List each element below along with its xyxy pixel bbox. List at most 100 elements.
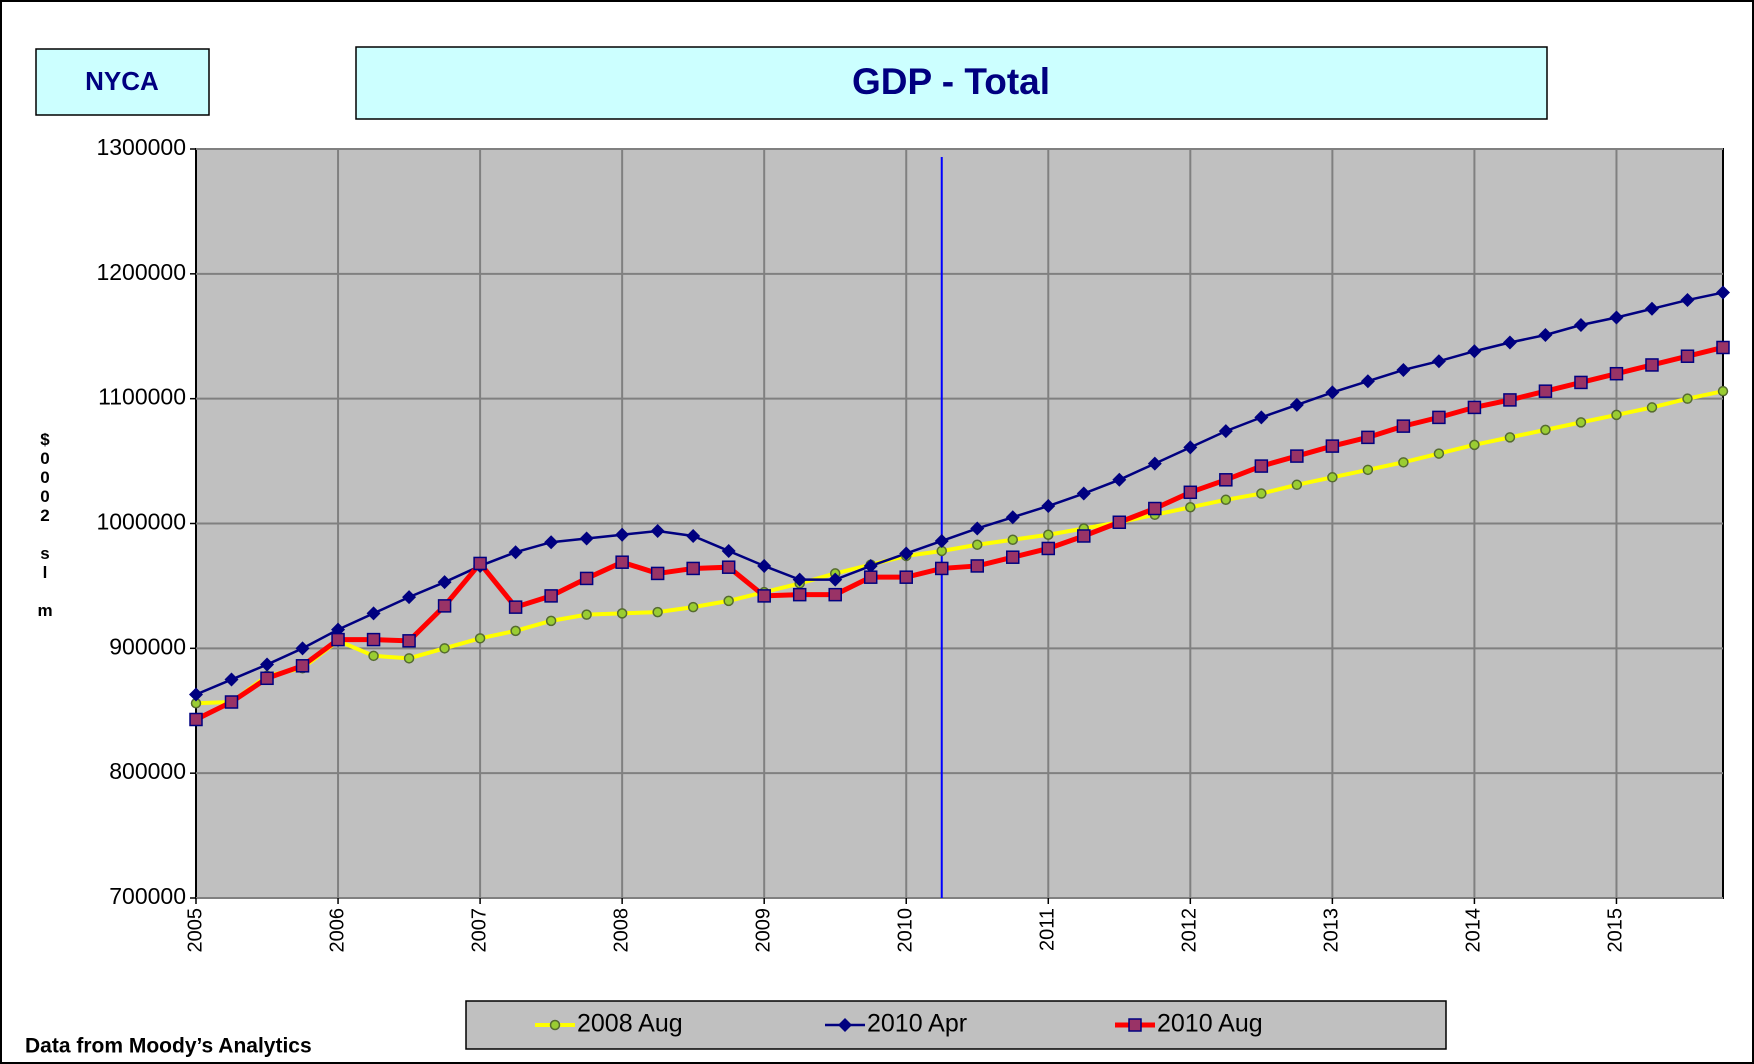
- point: [544, 535, 559, 550]
- point: [1183, 440, 1198, 455]
- region-label: NYCA: [85, 66, 159, 96]
- point: [721, 543, 736, 558]
- point: [615, 527, 630, 542]
- point: [1041, 499, 1056, 514]
- point: [1185, 502, 1196, 513]
- point: [1680, 293, 1695, 308]
- point: [1128, 1018, 1142, 1032]
- x-tick-label: 2012: [1179, 908, 1201, 953]
- point: [1112, 515, 1127, 530]
- series-line: [195, 389, 1724, 706]
- point: [549, 1019, 561, 1031]
- point: [757, 589, 771, 603]
- point: [650, 566, 665, 581]
- point: [1076, 486, 1091, 501]
- point: [1147, 456, 1162, 471]
- point: [1043, 529, 1054, 540]
- region-box: [35, 48, 210, 116]
- point: [686, 561, 700, 576]
- point: [403, 653, 415, 664]
- source-note: Data from Moody’s Analytics: [25, 1035, 312, 1058]
- point: [260, 657, 275, 672]
- point: [1432, 410, 1446, 425]
- point: [1148, 501, 1162, 516]
- point: [1716, 340, 1730, 355]
- point: [721, 560, 736, 574]
- y-tick-label: 700000: [109, 883, 186, 909]
- point: [545, 615, 557, 627]
- point: [581, 609, 592, 620]
- point: [828, 587, 842, 602]
- point: [1219, 473, 1233, 487]
- legend-label: 2010 Apr: [867, 1010, 967, 1038]
- point: [260, 671, 274, 686]
- x-tick-label: 2013: [1321, 908, 1343, 953]
- point: [402, 590, 417, 605]
- point: [224, 695, 239, 709]
- legend-label: 2010 Aug: [1157, 1010, 1263, 1038]
- point: [863, 558, 878, 573]
- point: [1256, 488, 1267, 499]
- point: [1289, 397, 1304, 412]
- point: [437, 575, 452, 590]
- point: [970, 521, 985, 536]
- point: [1716, 285, 1730, 300]
- point: [1360, 374, 1375, 389]
- point: [616, 608, 628, 619]
- point: [366, 632, 381, 647]
- point: [723, 595, 734, 607]
- point: [1646, 402, 1658, 413]
- point: [1218, 424, 1233, 439]
- point: [1574, 375, 1588, 390]
- point: [1644, 301, 1659, 316]
- point: [1290, 449, 1304, 463]
- x-tick-label: 2014: [1463, 908, 1485, 953]
- point: [295, 659, 310, 673]
- point: [1041, 541, 1056, 556]
- point: [615, 555, 629, 569]
- point: [652, 606, 663, 618]
- point: [1362, 464, 1374, 476]
- point: [1504, 432, 1516, 443]
- x-tick-label: 2005: [184, 908, 206, 953]
- point: [331, 632, 345, 647]
- point: [295, 641, 310, 656]
- point: [508, 545, 523, 560]
- chart-title: GDP - Total: [852, 61, 1050, 102]
- point: [1325, 439, 1340, 453]
- point: [508, 600, 523, 614]
- point: [473, 556, 487, 571]
- legend-box: [465, 1000, 1447, 1050]
- point: [934, 561, 949, 576]
- point: [1327, 472, 1338, 483]
- x-tick-label: 2010: [895, 908, 917, 953]
- point: [1006, 550, 1020, 564]
- point: [1398, 457, 1409, 468]
- point: [1467, 344, 1482, 359]
- point: [1538, 384, 1553, 398]
- series-line: [195, 291, 1724, 696]
- point: [686, 528, 701, 543]
- point: [650, 523, 665, 538]
- point: [1540, 424, 1551, 436]
- point: [970, 559, 985, 573]
- point: [474, 633, 486, 644]
- y-axis-label: $0002 sl m: [36, 430, 55, 620]
- point: [828, 572, 843, 587]
- point: [1611, 409, 1622, 421]
- point: [1609, 366, 1624, 381]
- point: [1575, 417, 1587, 428]
- point: [1609, 310, 1624, 325]
- point: [189, 687, 203, 702]
- point: [579, 571, 594, 586]
- point: [1433, 448, 1445, 459]
- x-tick-label: 2008: [610, 908, 632, 953]
- x-tick-label: 2015: [1605, 908, 1627, 953]
- point: [368, 650, 379, 662]
- point: [1467, 400, 1482, 415]
- y-tick-label: 1300000: [96, 134, 186, 160]
- point: [1325, 385, 1340, 400]
- point: [1254, 459, 1269, 473]
- y-tick-label: 1200000: [96, 259, 186, 285]
